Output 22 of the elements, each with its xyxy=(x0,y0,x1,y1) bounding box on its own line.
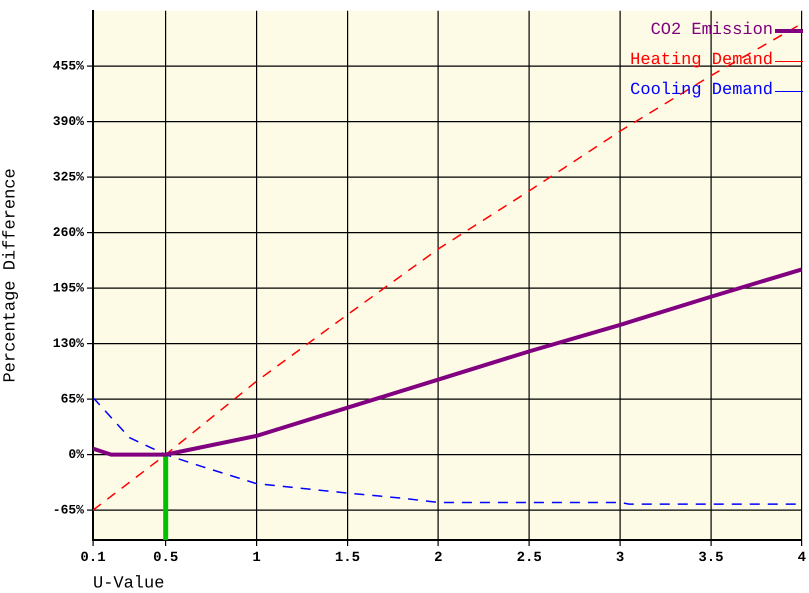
y-tick-label: 390% xyxy=(52,114,84,130)
y-tick-label: 65% xyxy=(60,391,84,406)
x-tick-label: 2.5 xyxy=(516,550,542,566)
legend-label: Cooling Demand xyxy=(630,80,773,102)
x-tick-label: 3 xyxy=(616,550,624,566)
y-tick-label: 130% xyxy=(52,336,84,351)
y-tick-label: 325% xyxy=(52,170,84,185)
x-axis-title: U-Value xyxy=(93,574,164,593)
y-axis-title: Percentage Difference xyxy=(2,168,21,383)
y-tick-label: -65% xyxy=(52,502,84,518)
y-tick-label: 260% xyxy=(52,225,84,240)
x-tick-label: 1.5 xyxy=(334,550,360,566)
x-tick-label: 0.5 xyxy=(153,550,178,566)
y-tick-label: 455% xyxy=(52,58,84,74)
y-tick-label: 0% xyxy=(68,446,84,462)
x-tick-label: 3.5 xyxy=(698,550,724,566)
x-tick-label: 1 xyxy=(252,550,261,566)
legend-label: Heating Demand xyxy=(630,50,773,72)
x-tick-label: 0.1 xyxy=(80,550,106,566)
y-tick-label: 195% xyxy=(52,280,84,296)
x-tick-label: 4 xyxy=(798,550,806,566)
x-tick-label: 2 xyxy=(434,550,443,566)
